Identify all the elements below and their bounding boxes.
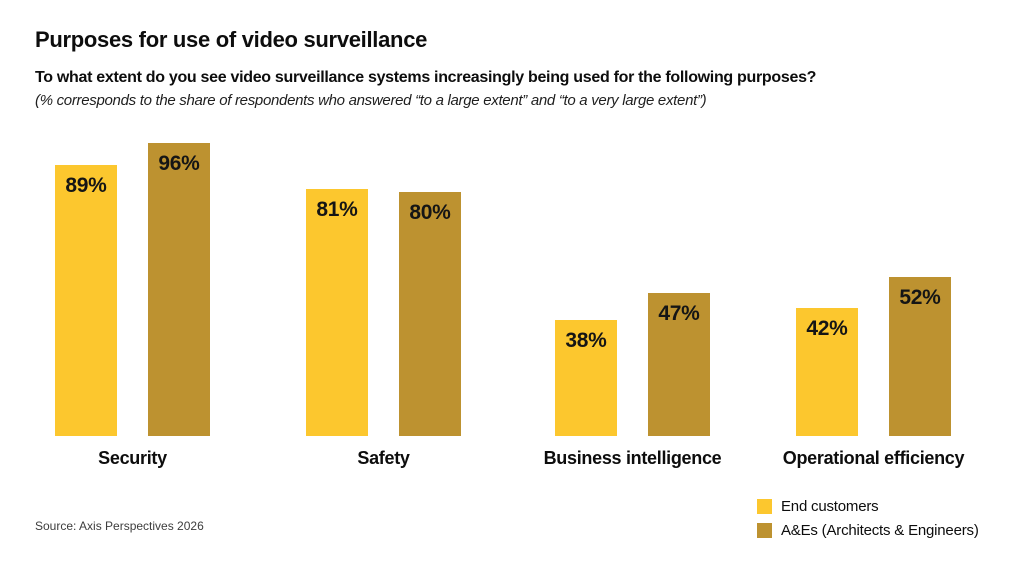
legend-item-end-customers: End customers (757, 494, 979, 518)
bar-end-customers-business-intelligence: 38% (555, 320, 617, 436)
category-label-safety: Safety (357, 448, 410, 468)
bar-value-label: 89% (65, 174, 107, 197)
chart-legend: End customers A&Es (Architects & Engineer… (757, 494, 979, 542)
bar-a-es-architects-engineers-operational-efficiency: 52% (889, 277, 951, 436)
bar-value-label: 42% (806, 317, 848, 340)
category-label-operational-efficiency: Operational efficiency (782, 448, 965, 468)
bar-value-label: 81% (316, 198, 358, 221)
page-title: Purposes for use of video surveillance (35, 27, 428, 52)
bar-a-es-architects-engineers-security: 96% (148, 143, 210, 436)
legend-swatch-icon (757, 522, 772, 538)
bar-end-customers-operational-efficiency: 42% (796, 308, 858, 436)
legend-label: End customers (781, 497, 879, 515)
bar-value-label: 47% (658, 302, 700, 325)
bar-value-label: 38% (565, 329, 607, 352)
bar-end-customers-safety: 81% (306, 189, 368, 436)
category-label-business-intelligence: Business intelligence (543, 448, 722, 468)
survey-note: (% corresponds to the share of responden… (35, 92, 707, 109)
legend-item-a-es-architects-engineers: A&Es (Architects & Engineers) (757, 518, 979, 542)
source-caption: Source: Axis Perspectives 2026 (35, 519, 204, 533)
bar-value-label: 96% (158, 152, 200, 175)
survey-question: To what extent do you see video surveill… (35, 69, 817, 86)
bar-a-es-architects-engineers-safety: 80% (399, 192, 461, 436)
bar-a-es-architects-engineers-business-intelligence: 47% (648, 293, 710, 436)
category-label-security: Security (98, 448, 167, 468)
bar-value-label: 52% (899, 286, 941, 309)
bar-value-label: 80% (409, 201, 451, 224)
legend-label: A&Es (Architects & Engineers) (781, 521, 979, 539)
bar-end-customers-security: 89% (55, 165, 117, 436)
legend-swatch-icon (757, 498, 772, 514)
